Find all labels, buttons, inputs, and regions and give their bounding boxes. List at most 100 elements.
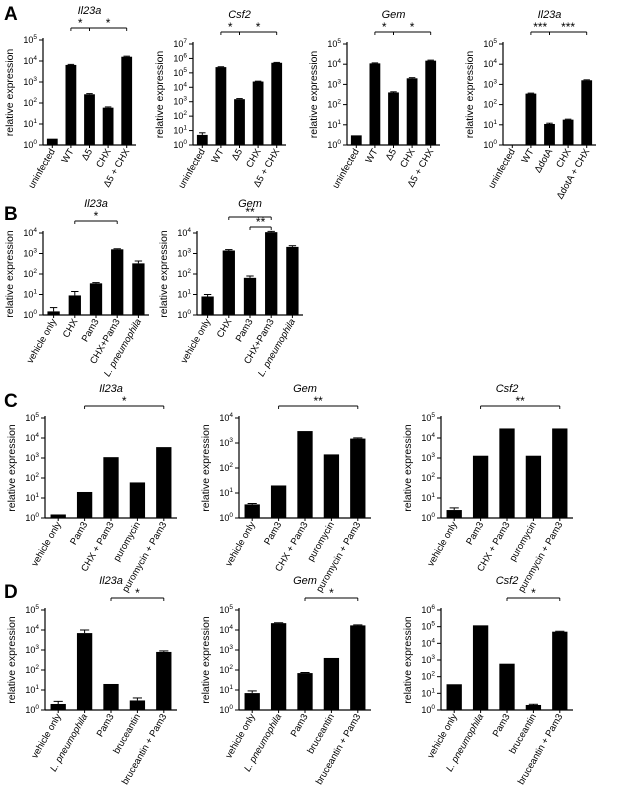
chart-title: Gem — [238, 198, 262, 210]
y-tick-label: 101 — [483, 119, 497, 130]
chart-c-gem-7: Gem relative expression 100 101 102 103 104 veh… — [200, 383, 371, 594]
significance-label: * — [78, 16, 83, 30]
chart-title: Il23a — [99, 575, 123, 587]
y-tick-label: 103 — [421, 452, 435, 463]
y-tick-label: 105 — [219, 604, 233, 615]
y-tick-label: 104 — [421, 637, 435, 648]
bar — [222, 250, 235, 315]
bar — [388, 92, 399, 145]
significance-label: * — [382, 20, 387, 34]
chart-title: Csf2 — [496, 383, 519, 395]
y-tick-label: 104 — [421, 432, 435, 443]
chart-title: Il23a — [78, 5, 102, 17]
chart-a-il23a-3: Il23a relative expression 100 101 102 103 104 1… — [464, 9, 596, 201]
chart-title: Gem — [382, 9, 406, 21]
bar — [425, 60, 437, 145]
significance-label: ** — [256, 215, 266, 229]
chart-b-gem-5: Gem relative expression 100 101 102 103 104 veh… — [158, 198, 303, 379]
y-tick-label: 101 — [173, 125, 187, 136]
significance-label: ** — [314, 394, 324, 408]
chart-title: Il23a — [99, 383, 123, 395]
bar — [84, 94, 95, 145]
bar — [244, 504, 260, 518]
bar — [297, 431, 313, 518]
y-tick-label: 100 — [177, 309, 191, 320]
significance-label: *** — [561, 20, 575, 34]
bar — [323, 657, 340, 710]
x-tick-label: WT — [210, 147, 227, 165]
chart-title: Il23a — [84, 198, 108, 210]
x-tick-label: Pam3 — [80, 317, 102, 344]
x-tick-label: Pam3 — [262, 520, 284, 547]
x-tick-label: uninfected — [330, 147, 361, 190]
bar — [499, 428, 515, 518]
y-tick-label: 102 — [483, 99, 497, 110]
y-tick-label: 103 — [177, 248, 191, 259]
y-axis-label: relative expression — [402, 616, 414, 704]
bar — [50, 703, 66, 710]
chart-c-csf2-8: Csf2 relative expression 100 101 102 103 104 10… — [402, 383, 573, 594]
y-tick-label: 100 — [173, 139, 187, 150]
y-tick-label: 100 — [25, 704, 39, 715]
bar — [129, 700, 146, 710]
y-axis-label: relative expression — [4, 230, 16, 318]
y-tick-label: 105 — [483, 38, 497, 49]
y-tick-label: 101 — [219, 684, 233, 695]
bar — [132, 263, 145, 315]
y-axis-label: relative expression — [308, 51, 320, 139]
y-tick-label: 105 — [23, 34, 37, 45]
bar — [525, 704, 542, 710]
bar — [121, 56, 133, 145]
bar — [499, 663, 515, 710]
y-tick-label: 103 — [219, 437, 233, 448]
y-tick-label: 103 — [25, 452, 39, 463]
y-tick-label: 100 — [23, 309, 37, 320]
bar — [65, 64, 77, 145]
x-tick-label: vehicle only — [179, 317, 213, 366]
chart-c-il23a-6: Il23a relative expression 100 101 102 103 104 1… — [6, 383, 177, 594]
y-tick-label: 101 — [421, 687, 435, 698]
x-tick-label: Pam3 — [234, 317, 256, 344]
y-axis-label: relative expression — [464, 51, 476, 139]
panel-label-d: D — [4, 582, 18, 603]
x-tick-label: Pam3 — [68, 520, 90, 547]
x-tick-label: Δ5 — [230, 147, 245, 163]
significance-label: * — [135, 586, 140, 600]
y-tick-label: 102 — [421, 472, 435, 483]
bar — [201, 296, 214, 315]
y-axis-label: relative expression — [200, 424, 212, 512]
y-axis-label: relative expression — [158, 230, 170, 318]
bar — [243, 277, 257, 315]
bar — [525, 93, 537, 145]
y-tick-label: 104 — [25, 624, 39, 635]
x-tick-label: Δ5 — [384, 147, 399, 163]
y-tick-label: 102 — [421, 671, 435, 682]
significance-label: * — [329, 586, 334, 600]
bar — [156, 447, 172, 518]
y-tick-label: 102 — [177, 268, 191, 279]
x-tick-label: ΔdotA — [533, 146, 556, 174]
y-tick-label: 106 — [173, 52, 187, 63]
chart-d-csf2-11: Csf2 relative expression 100 101 102 103 104 10… — [402, 575, 573, 787]
y-tick-label: 103 — [25, 644, 39, 655]
y-tick-label: 103 — [421, 654, 435, 665]
y-tick-label: 101 — [219, 487, 233, 498]
chart-title: Il23a — [538, 9, 562, 21]
bar — [46, 138, 58, 145]
y-tick-label: 100 — [421, 704, 435, 715]
x-tick-label: vehicle only — [29, 520, 63, 569]
y-tick-label: 103 — [219, 644, 233, 655]
bar — [552, 631, 568, 710]
bar — [129, 482, 146, 518]
chart-a-gem-2: Gem relative expression 100 101 102 103 104 105… — [308, 9, 440, 190]
y-tick-label: 102 — [23, 97, 37, 108]
bar — [103, 683, 119, 710]
bar — [472, 625, 489, 710]
y-tick-label: 105 — [173, 67, 187, 78]
panel-label-b: B — [4, 204, 18, 225]
y-tick-label: 104 — [23, 55, 37, 66]
y-tick-label: 102 — [25, 472, 39, 483]
y-tick-label: 101 — [421, 492, 435, 503]
significance-label: * — [410, 20, 415, 34]
